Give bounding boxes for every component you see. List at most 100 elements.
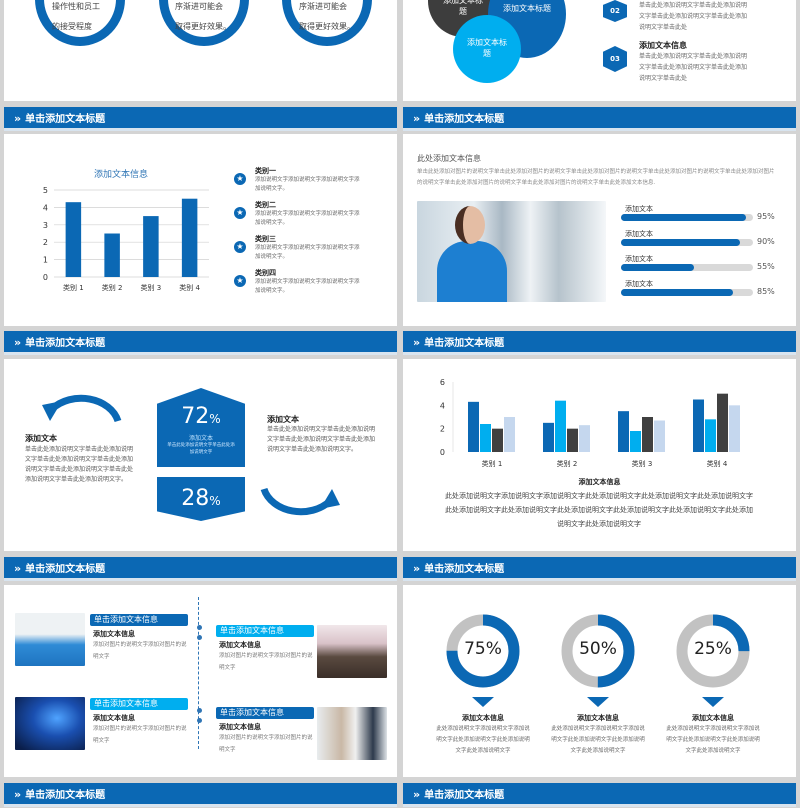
right-text: 单击此处添加说明文字单击此处添加说明文字单击此处添加说明文字单击此处添加说明文字… (267, 426, 376, 453)
donut-value: 50% (579, 639, 617, 659)
donut-desc: 此处添加说明文字添加说明文字添加说明文字此处添加说明文字此处添加说明文字此处添加… (666, 726, 760, 754)
bar (618, 411, 629, 452)
triangle-down-icon (587, 697, 609, 707)
ring-text: 的接受程度 (52, 22, 92, 31)
caption-label[interactable]: 单击添加文本信息 (90, 698, 188, 710)
timeline-dot (197, 625, 202, 630)
x-tick-label: 类别 1 (482, 459, 503, 468)
timeline-divider (198, 597, 199, 749)
legend-item: ★ 类别三 添加说明文字添加说明文字添加说明文字添加说明文字。 (234, 234, 364, 268)
legend-title: 类别二 (255, 201, 276, 209)
chart-title: 添加文本信息 (94, 170, 149, 180)
y-tick-label: 3 (43, 221, 48, 230)
progress-track (621, 214, 753, 221)
bar (693, 399, 704, 452)
chevron-double-right-icon: » (413, 112, 421, 125)
slide-header: » 单击添加文本标题 (403, 331, 796, 355)
progress-item: 添加文本 85% (621, 279, 781, 304)
donut-fill (561, 614, 635, 688)
y-tick-label: 4 (43, 203, 48, 212)
curved-arrow-left-icon (42, 394, 122, 423)
progress-fill (621, 214, 747, 221)
y-tick-label: 2 (440, 425, 445, 434)
slide-percent[interactable]: 添加文本 单击此处添加说明文字单击此处添加说明文字单击此处添加说明文字单击此处添… (4, 359, 397, 551)
bar (504, 417, 515, 452)
caption-text: 添加对图片的说明文字添加对图片的说明文字 (93, 642, 187, 660)
bar (543, 422, 554, 452)
caption-label[interactable]: 单击添加文本信息 (90, 614, 188, 626)
progress-fill (621, 239, 740, 246)
bar (143, 216, 159, 277)
left-title: 添加文本 (25, 434, 57, 443)
timeline-dot (197, 718, 202, 723)
y-tick-label: 1 (43, 256, 48, 265)
business-photo (317, 707, 387, 760)
caption-text: 添加对图片的说明文字添加对图片的说明文字 (219, 735, 313, 753)
slide-header: » 单击添加文本标题 (403, 107, 796, 131)
caption-title: 添加文本信息 (93, 714, 135, 722)
section-paragraph: 单击此处添加对图片的说明文字单击此处添加对图片的说明文字单击此处添加对图片的说明… (417, 169, 775, 186)
ring-text: 序渐进可能会 (299, 2, 347, 11)
caption-label[interactable]: 单击添加文本信息 (216, 625, 314, 637)
x-tick-label: 类别 3 (632, 459, 653, 468)
hexagon-02: 02 (603, 0, 627, 22)
bar (654, 420, 665, 452)
bar (630, 431, 641, 452)
y-tick-label: 2 (43, 238, 48, 247)
bubble-light: 添加文本标题 (453, 15, 521, 83)
photo-caption: 单击添加文本信息 添加文本信息 添加对图片的说明文字添加对图片的说明文字 (216, 625, 314, 674)
slide-progress[interactable]: 此处添加文本信息 单击此处添加对图片的说明文字单击此处添加对图片的说明文字单击此… (403, 134, 796, 326)
donut-title: 添加文本信息 (577, 714, 619, 722)
star-icon: ★ (234, 275, 246, 287)
x-tick-label: 类别 2 (102, 283, 123, 292)
caption-text: 添加对图片的说明文字添加对图片的说明文字 (93, 726, 187, 744)
progress-fill (621, 289, 734, 296)
x-tick-label: 类别 2 (557, 459, 578, 468)
bar (65, 202, 82, 277)
slide-header: » 单击添加文本标题 (4, 557, 397, 581)
legend-text: 添加说明文字添加说明文字添加说明文字添加说明文字。 (255, 245, 360, 260)
bar (567, 428, 578, 452)
photo-caption: 单击添加文本信息 添加文本信息 添加对图片的说明文字添加对图片的说明文字 (90, 614, 188, 663)
slide-top-right[interactable]: 添加文本标题 添加文本标题 添加文本标题 02 单击此处添加说明文字单击此处添加… (403, 0, 796, 101)
chevron-double-right-icon: » (413, 336, 421, 349)
slide-photos[interactable]: 单击添加文本信息 添加文本信息 添加对图片的说明文字添加对图片的说明文字 单击添加文本… (4, 585, 397, 777)
caption-title: 添加文本信息 (219, 723, 261, 731)
chevron-double-right-icon: » (14, 562, 22, 575)
ring-text: 取得更好效果。 (299, 22, 355, 31)
item-text: 单击此处添加说明文字单击此处添加说明文字单击此处添加说明文字单击此处添加说明文字… (639, 2, 748, 31)
slide-header: » 单击添加文本标题 (4, 331, 397, 355)
conference-photo (317, 625, 387, 678)
donut-chart (676, 614, 750, 688)
y-tick-label: 6 (440, 378, 445, 387)
progress-track (621, 264, 753, 271)
donut-title: 添加文本信息 (462, 714, 504, 722)
progress-item: 添加文本 55% (621, 254, 781, 279)
progress-value: 90% (757, 237, 775, 246)
doctors-photo (15, 613, 85, 666)
x-tick-label: 类别 4 (179, 283, 200, 292)
bar (468, 401, 479, 452)
timeline-dot (197, 635, 202, 640)
slide-grouped-chart[interactable]: 0 2 4 6 类别 1 类别 2 类别 3 类别 4 添加文本信息 此处添加说明文字添加说明… (403, 359, 796, 551)
slide-bar-chart[interactable]: 添加文本信息 0 1 2 3 4 5 类别 1 类别 2 类别 3 类别 4 ★ 类别一 添加说明文字… (4, 134, 397, 326)
progress-value: 95% (757, 212, 775, 221)
legend-title: 类别三 (255, 235, 276, 243)
star-icon: ★ (234, 207, 246, 219)
legend-item: ★ 类别四 添加说明文字添加说明文字添加说明文字添加说明文字。 (234, 268, 364, 302)
slide-donuts[interactable]: 75% 添加文本信息 此处添加说明文字添加说明文字添加说明文字此处添加说明文字此处添… (403, 585, 796, 777)
bar (717, 393, 728, 452)
slide-header: » 单击添加文本标题 (403, 557, 796, 581)
section-title: 此处添加文本信息 (417, 154, 481, 163)
donut-desc: 此处添加说明文字添加说明文字添加说明文字此处添加说明文字此处添加说明文字此处添加… (551, 726, 645, 754)
donut-chart (561, 614, 635, 688)
slide-top-left[interactable]: 操作性和员工 的接受程度 序渐进可能会 取得更好效果。 序渐进可能会 取得更好效果。 (4, 0, 397, 101)
star-icon: ★ (234, 173, 246, 185)
donut-fill (446, 614, 520, 688)
donut-item: 75% 添加文本信息 此处添加说明文字添加说明文字添加说明文字此处添加说明文字此处添… (428, 613, 538, 757)
caption-label[interactable]: 单击添加文本信息 (216, 707, 314, 719)
bar (579, 425, 590, 452)
progress-item: 添加文本 95% (621, 204, 781, 229)
bar (181, 198, 198, 277)
x-tick-label: 类别 1 (63, 283, 84, 292)
